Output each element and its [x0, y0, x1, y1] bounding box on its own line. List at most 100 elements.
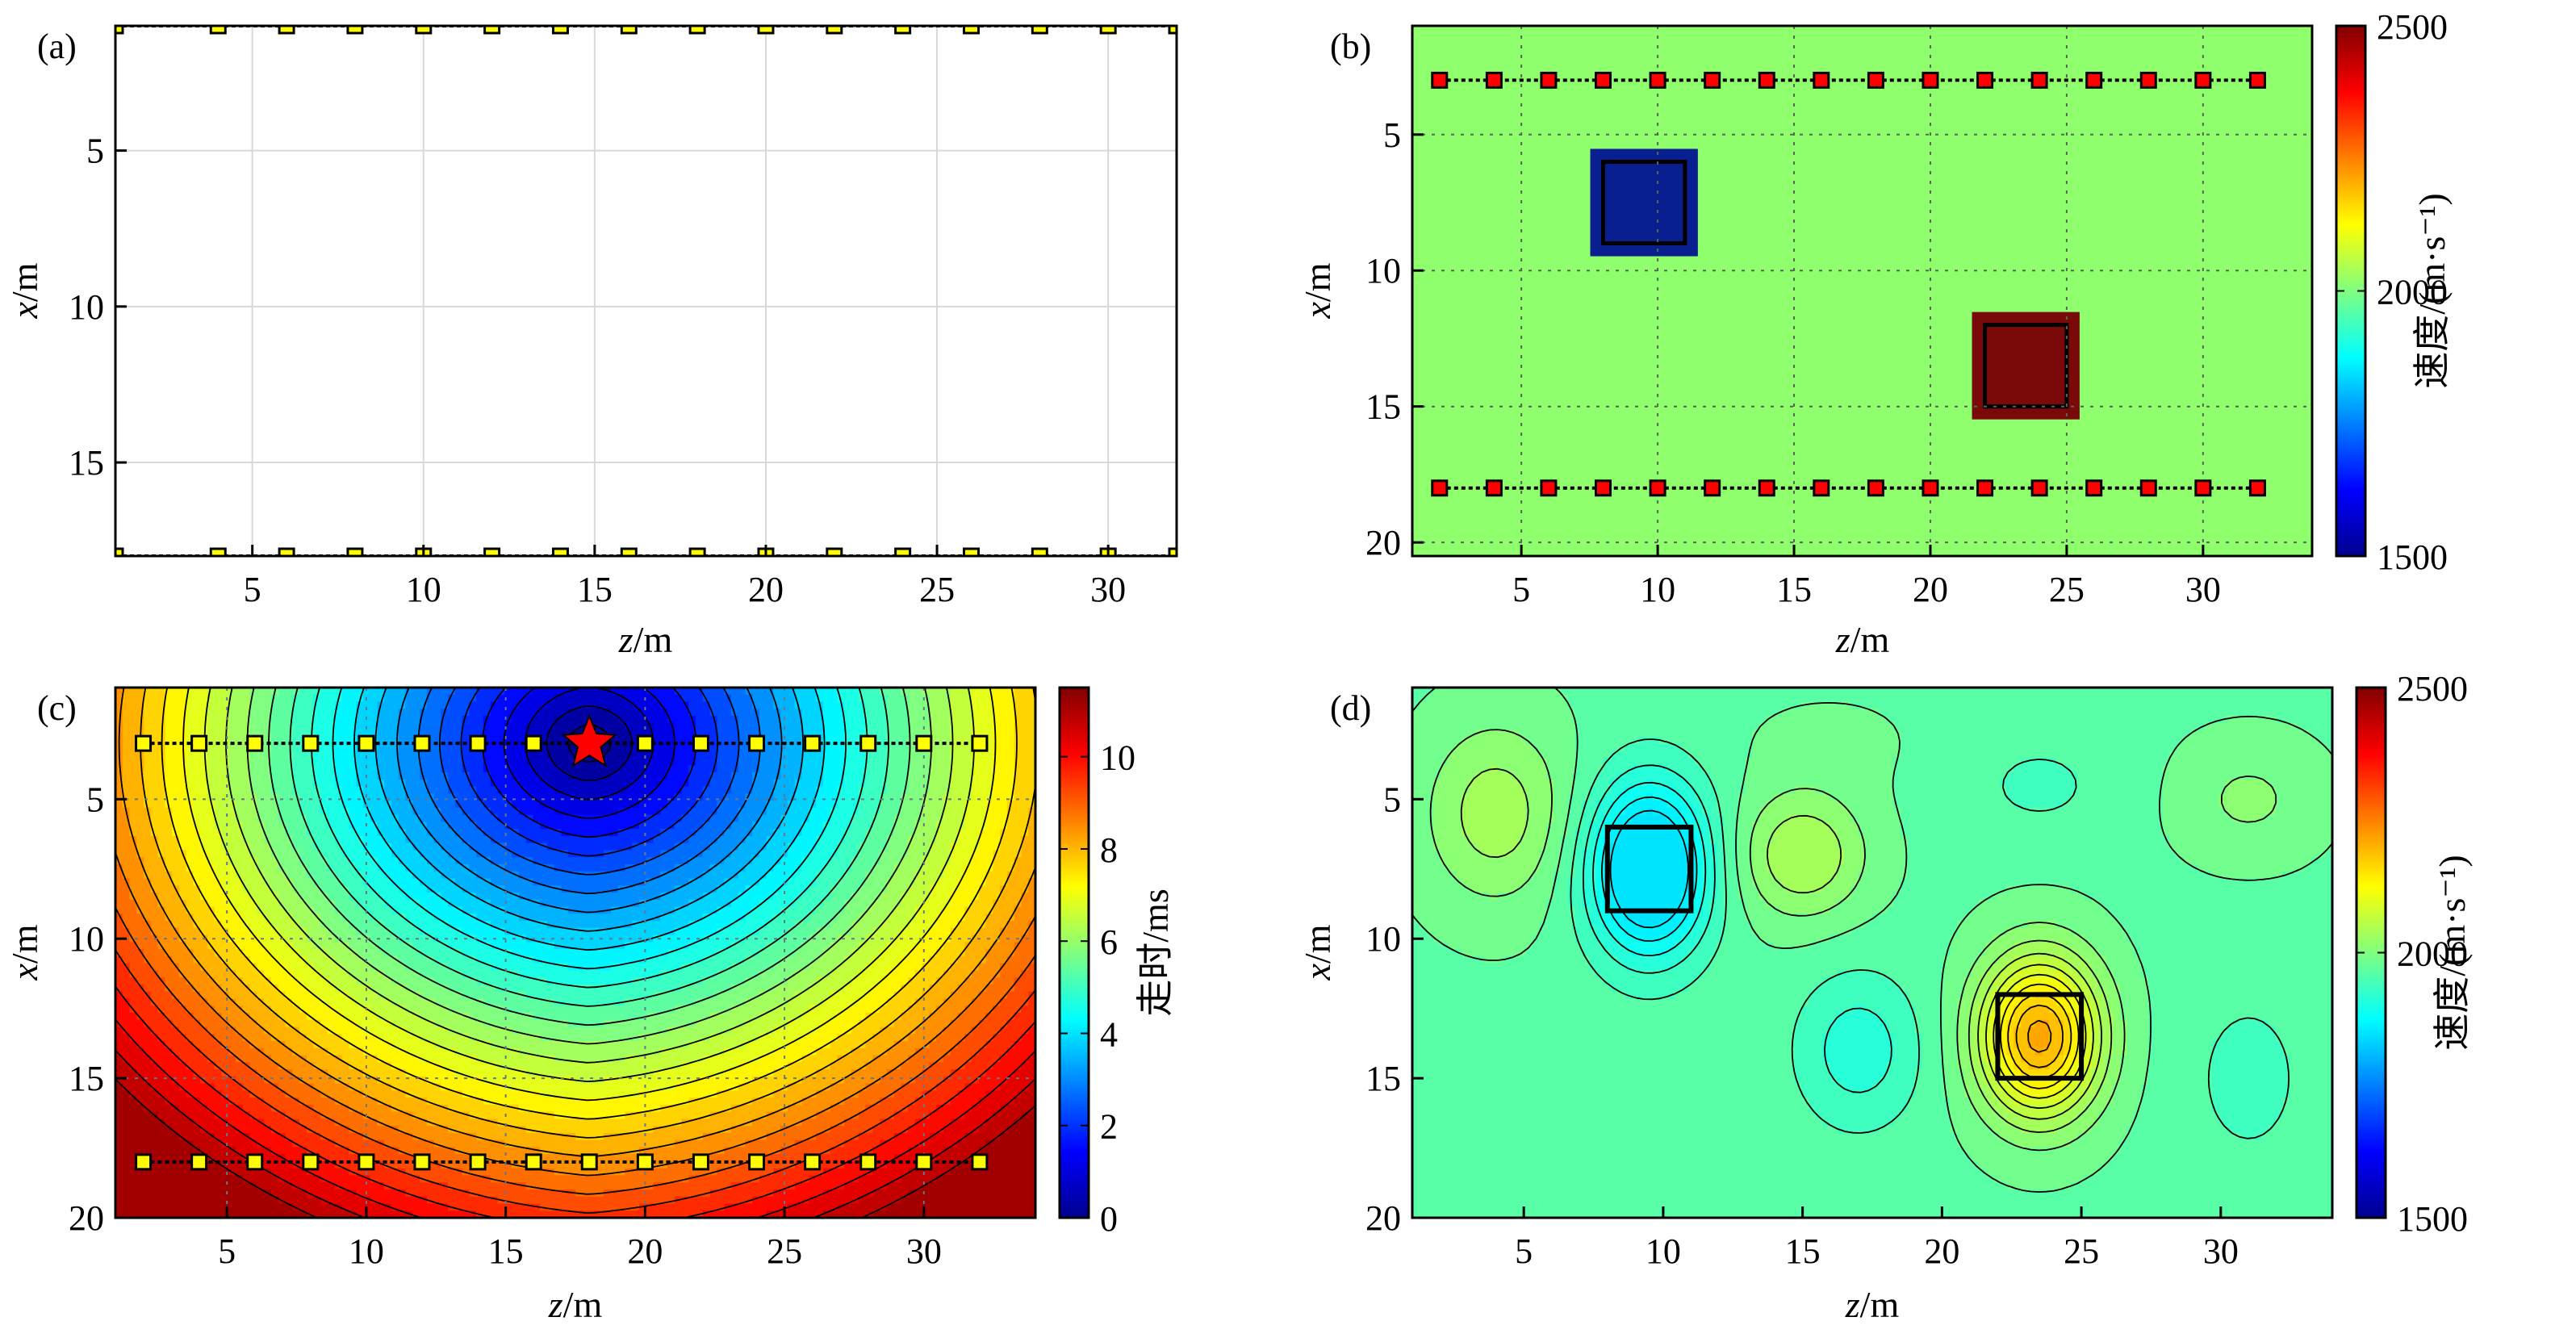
traveltime-cell — [709, 744, 718, 752]
traveltime-cell — [886, 878, 895, 887]
traveltime-cell — [696, 871, 704, 880]
traveltime-cell — [943, 822, 951, 830]
traveltime-cell — [589, 694, 598, 703]
traveltime-cell — [193, 688, 202, 696]
y-axis-label-b: x/m — [1297, 262, 1338, 319]
traveltime-cell — [384, 878, 392, 887]
traveltime-cell — [922, 758, 930, 767]
traveltime-cell — [122, 836, 131, 844]
traveltime-cell — [880, 829, 888, 837]
traveltime-cell — [278, 701, 286, 710]
traveltime-cell — [788, 807, 796, 816]
traveltime-cell — [1028, 701, 1035, 710]
traveltime-cell — [872, 688, 880, 696]
traveltime-cell — [851, 899, 859, 908]
traveltime-cell — [448, 829, 456, 837]
traveltime-cell — [405, 751, 414, 759]
traveltime-cell — [950, 694, 959, 703]
traveltime-cell — [278, 730, 286, 738]
traveltime-cell — [157, 779, 166, 788]
traveltime-cell — [1014, 914, 1022, 922]
traveltime-cell — [575, 927, 583, 936]
traveltime-cell — [646, 942, 654, 950]
traveltime-cell — [625, 730, 633, 738]
traveltime-cell — [908, 829, 916, 837]
traveltime-cell — [809, 716, 817, 724]
traveltime-cell — [122, 786, 131, 795]
traveltime-cell — [1006, 899, 1015, 908]
traveltime-cell — [497, 893, 506, 901]
traveltime-cell — [617, 850, 626, 859]
traveltime-cell — [328, 786, 336, 795]
traveltime-cell — [604, 829, 612, 837]
traveltime-cell — [264, 688, 272, 696]
traveltime-cell — [964, 927, 972, 936]
traveltime-cell — [349, 716, 357, 724]
traveltime-cell — [228, 716, 236, 724]
traveltime-cell — [546, 935, 555, 943]
traveltime-cell — [236, 772, 244, 780]
traveltime-cell — [957, 709, 966, 717]
traveltime-cell — [985, 836, 994, 844]
traveltime-cell — [950, 871, 959, 880]
traveltime-cell — [752, 730, 760, 738]
traveltime-cell — [249, 701, 258, 710]
traveltime-cell — [150, 850, 159, 859]
traveltime-cell — [561, 730, 570, 738]
traveltime-cell — [766, 716, 775, 724]
traveltime-cell — [936, 814, 944, 823]
traveltime-cell — [745, 857, 754, 865]
traveltime-cell — [398, 914, 407, 922]
traveltime-cell — [221, 786, 230, 795]
traveltime-cell — [972, 822, 980, 830]
traveltime-cell — [922, 857, 930, 865]
traveltime-cell — [936, 857, 944, 865]
traveltime-cell — [794, 751, 803, 759]
traveltime-cell — [1006, 857, 1015, 865]
traveltime-cell — [901, 772, 909, 780]
traveltime-cell — [356, 914, 364, 922]
traveltime-cell — [844, 885, 852, 893]
traveltime-cell — [575, 822, 583, 830]
traveltime-cell — [313, 927, 322, 936]
traveltime-cell — [646, 779, 654, 788]
traveltime-cell — [1000, 864, 1008, 872]
traveltime-cell — [320, 722, 328, 731]
traveltime-cell — [858, 786, 867, 795]
traveltime-cell — [1000, 722, 1008, 731]
traveltime-cell — [420, 765, 428, 773]
traveltime-cell — [292, 751, 300, 759]
traveltime-cell — [872, 765, 880, 773]
traveltime-cell — [978, 942, 987, 950]
traveltime-cell — [476, 688, 484, 696]
traveltime-cell — [334, 878, 343, 887]
traveltime-cell — [865, 786, 874, 795]
traveltime-cell — [144, 801, 152, 809]
traveltime-cell — [356, 786, 364, 795]
traveltime-cell — [851, 758, 859, 767]
traveltime-cell — [228, 942, 236, 950]
traveltime-cell — [717, 709, 725, 717]
traveltime-cell — [582, 878, 591, 887]
traveltime-cell — [985, 716, 994, 724]
traveltime-cell — [349, 878, 357, 887]
traveltime-cell — [214, 807, 223, 816]
traveltime-cell — [264, 906, 272, 915]
traveltime-cell — [150, 843, 159, 851]
traveltime-cell — [674, 751, 683, 759]
traveltime-cell — [200, 779, 208, 788]
traveltime-cell — [717, 927, 725, 936]
traveltime-cell — [285, 758, 294, 767]
traveltime-cell — [334, 871, 343, 880]
traveltime-cell — [249, 914, 258, 922]
traveltime-cell — [660, 751, 668, 759]
traveltime-cell — [214, 793, 223, 801]
traveltime-cell — [214, 814, 223, 823]
traveltime-cell — [320, 927, 328, 936]
traveltime-cell — [1021, 786, 1030, 795]
traveltime-cell — [681, 871, 690, 880]
traveltime-cell — [702, 927, 711, 936]
traveltime-cell — [554, 843, 562, 851]
traveltime-cell — [929, 765, 938, 773]
traveltime-cell — [717, 793, 725, 801]
